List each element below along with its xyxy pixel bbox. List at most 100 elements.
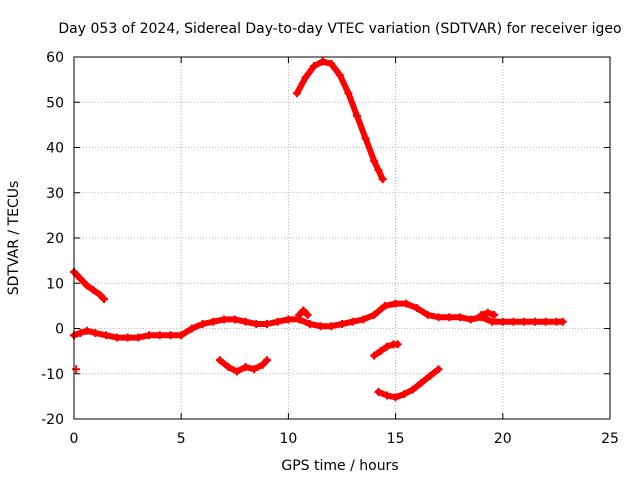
data-point	[374, 166, 383, 175]
data-point	[408, 385, 417, 394]
data-point	[273, 317, 282, 326]
data-point	[134, 333, 143, 342]
y-tick-label: 20	[46, 231, 64, 247]
data-point	[338, 319, 346, 328]
data-point	[295, 310, 304, 319]
series-isolated-point	[72, 365, 81, 374]
data-point	[316, 322, 325, 331]
y-axis-ticks: -20 -10 0 10 20 30 40 50 60	[41, 50, 610, 428]
data-point	[483, 308, 492, 317]
data-point	[89, 286, 98, 295]
data-point	[187, 324, 196, 333]
y-tick-label: -20	[41, 412, 64, 428]
data-point	[258, 360, 267, 369]
x-tick-label: 25	[601, 431, 619, 447]
data-point	[370, 157, 379, 166]
data-point	[376, 347, 385, 356]
grid	[74, 57, 610, 419]
y-tick-label: -10	[41, 367, 64, 383]
data-point	[509, 317, 518, 326]
data-point	[303, 310, 312, 319]
data-point	[383, 342, 392, 351]
data-point	[252, 319, 261, 328]
data-point	[455, 313, 464, 322]
data-point	[177, 331, 186, 340]
data-point	[541, 317, 550, 326]
x-axis-label: GPS time / hours	[281, 458, 398, 474]
data-point	[292, 89, 301, 98]
data-point	[102, 331, 111, 340]
series-bump-19h	[477, 308, 499, 319]
data-point	[327, 322, 336, 331]
data-point	[166, 331, 175, 340]
data-point	[374, 387, 383, 396]
x-axis-ticks: 0 5 10 15 20 25	[70, 57, 619, 447]
data-point	[361, 134, 370, 143]
plot-frame	[73, 56, 611, 420]
data-point	[417, 378, 426, 387]
data-point	[466, 315, 475, 324]
y-tick-label: 60	[46, 50, 64, 66]
data-point	[488, 317, 497, 326]
data-point	[402, 299, 411, 308]
series-trace	[216, 357, 270, 375]
data-point	[215, 356, 224, 365]
y-tick-label: 50	[46, 95, 64, 111]
data-point	[100, 295, 109, 304]
data-point	[434, 313, 443, 322]
x-tick-label: 15	[387, 431, 405, 447]
data-point	[91, 329, 100, 338]
data-point	[380, 301, 389, 310]
series-trace	[294, 58, 386, 183]
data-point	[530, 317, 539, 326]
series-morning-decline	[70, 267, 109, 304]
data-point	[434, 365, 443, 374]
series-peak-arc	[292, 57, 387, 184]
series-dip-7-9h	[215, 356, 271, 376]
chart-title: Day 053 of 2024, Sidereal Day-to-day VTE…	[58, 21, 621, 37]
data-point	[209, 317, 218, 326]
data-point	[383, 391, 392, 400]
data-points	[70, 57, 567, 402]
series-bump-10-11h	[295, 306, 312, 319]
data-point	[72, 365, 81, 374]
data-point	[400, 390, 409, 399]
data-point	[393, 340, 402, 349]
data-point	[76, 274, 85, 283]
data-point	[310, 62, 319, 71]
data-point	[391, 299, 400, 308]
data-point	[76, 329, 85, 338]
data-point	[262, 319, 271, 328]
data-point	[230, 315, 239, 324]
data-point	[520, 317, 529, 326]
x-tick-label: 0	[70, 431, 79, 447]
data-point	[241, 362, 250, 371]
data-point	[391, 393, 400, 402]
data-point	[155, 331, 164, 340]
data-point	[123, 333, 132, 342]
data-point	[348, 317, 357, 326]
y-tick-label: 0	[55, 322, 64, 338]
data-point	[498, 317, 507, 326]
data-point	[82, 326, 91, 335]
series-baseline	[70, 299, 567, 342]
series-negative-short	[370, 340, 402, 360]
x-tick-label: 10	[279, 431, 297, 447]
series-trace	[71, 300, 566, 341]
y-axis-label: SDTVAR / TECUs	[6, 181, 22, 296]
data-point	[232, 367, 241, 376]
data-point	[370, 351, 379, 360]
data-point	[359, 315, 368, 324]
data-point	[95, 290, 104, 299]
data-point	[353, 111, 362, 120]
data-point	[445, 313, 454, 322]
data-point	[220, 315, 229, 324]
data-point	[370, 310, 379, 319]
data-point	[327, 59, 336, 68]
y-tick-label: 30	[46, 186, 64, 202]
data-point	[490, 310, 499, 319]
data-point	[299, 306, 308, 315]
data-point	[423, 310, 432, 319]
y-tick-label: 10	[46, 276, 64, 292]
